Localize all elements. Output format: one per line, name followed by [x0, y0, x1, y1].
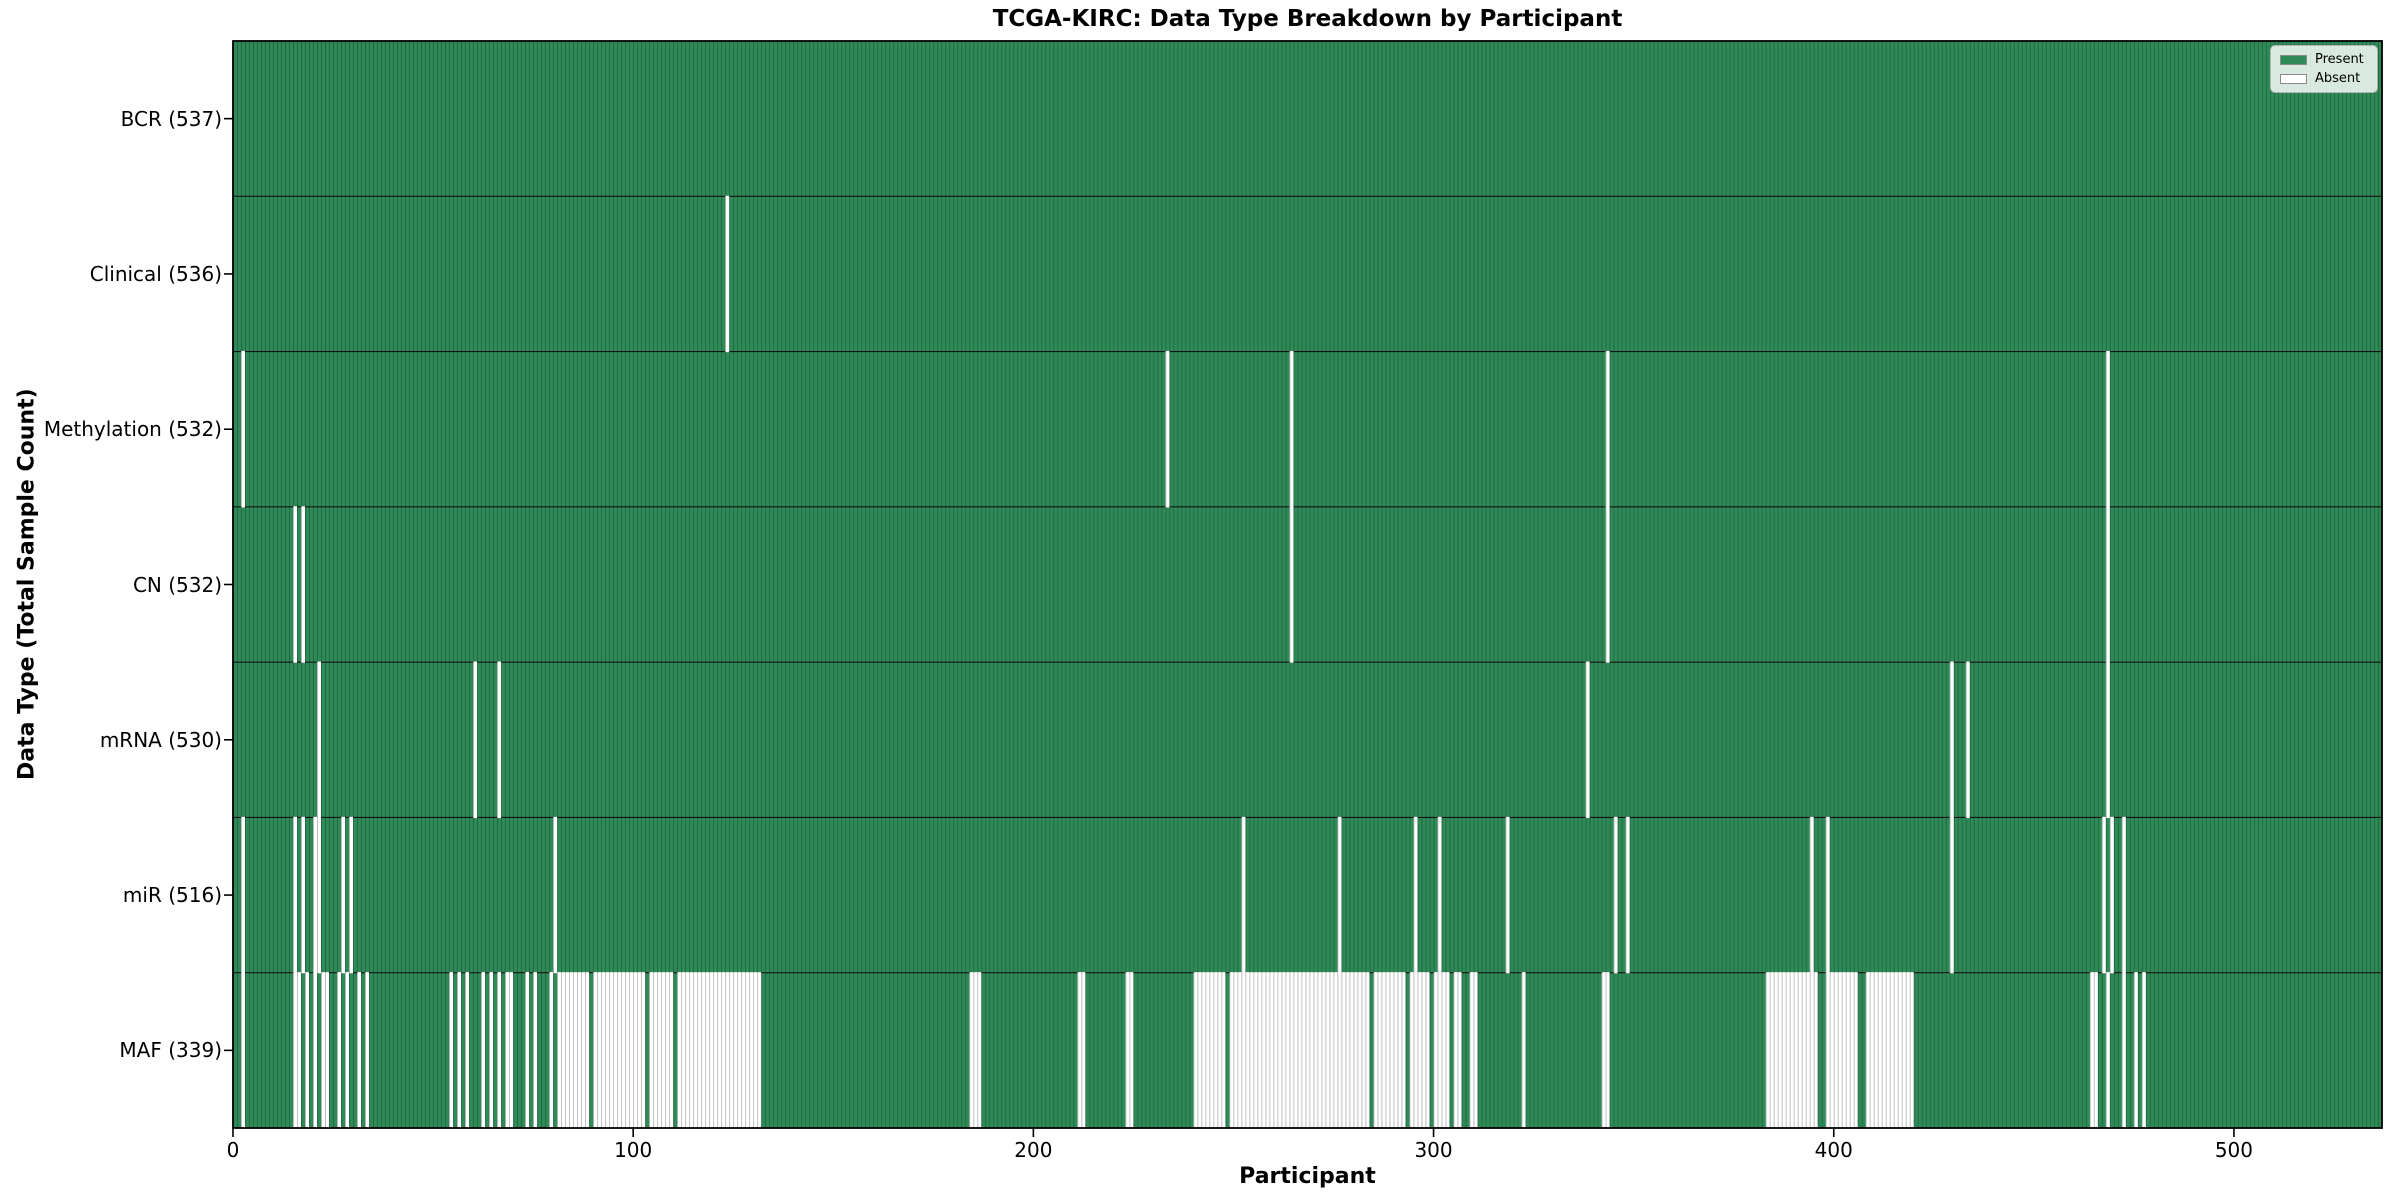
legend-label-absent: Absent	[2315, 71, 2361, 86]
x-tick-label: 300	[1414, 1138, 1453, 1162]
x-tick-label: 100	[614, 1138, 653, 1162]
y-tick-label-MAF: MAF (339)	[119, 1038, 222, 1063]
x-tick-label: 0	[226, 1138, 240, 1162]
absent-swatch	[2280, 73, 2307, 84]
y-tick-label-CN: CN (532)	[132, 572, 222, 597]
present-swatch	[2280, 54, 2307, 65]
chart-title: TCGA-KIRC: Data Type Breakdown by Partic…	[992, 6, 1623, 32]
legend-item-absent: Absent	[2280, 72, 2368, 85]
legend: Present Absent	[2270, 45, 2378, 93]
x-tick-label: 500	[2214, 1138, 2254, 1162]
legend-label-present: Present	[2315, 52, 2364, 67]
x-tick-label: 400	[1814, 1138, 1853, 1162]
y-tick-label-Methylation: Methylation (532)	[43, 417, 222, 442]
y-tick-label-Clinical: Clinical (536)	[89, 261, 222, 286]
y-tick-label-miR: miR (516)	[122, 883, 222, 908]
legend-item-present: Present	[2280, 53, 2368, 66]
y-tick-label-mRNA: mRNA (530)	[99, 727, 222, 752]
y-tick-label-BCR: BCR (537)	[120, 106, 222, 131]
x-axis-title: Participant	[1239, 1164, 1376, 1189]
x-tick-label: 200	[1014, 1138, 1053, 1162]
